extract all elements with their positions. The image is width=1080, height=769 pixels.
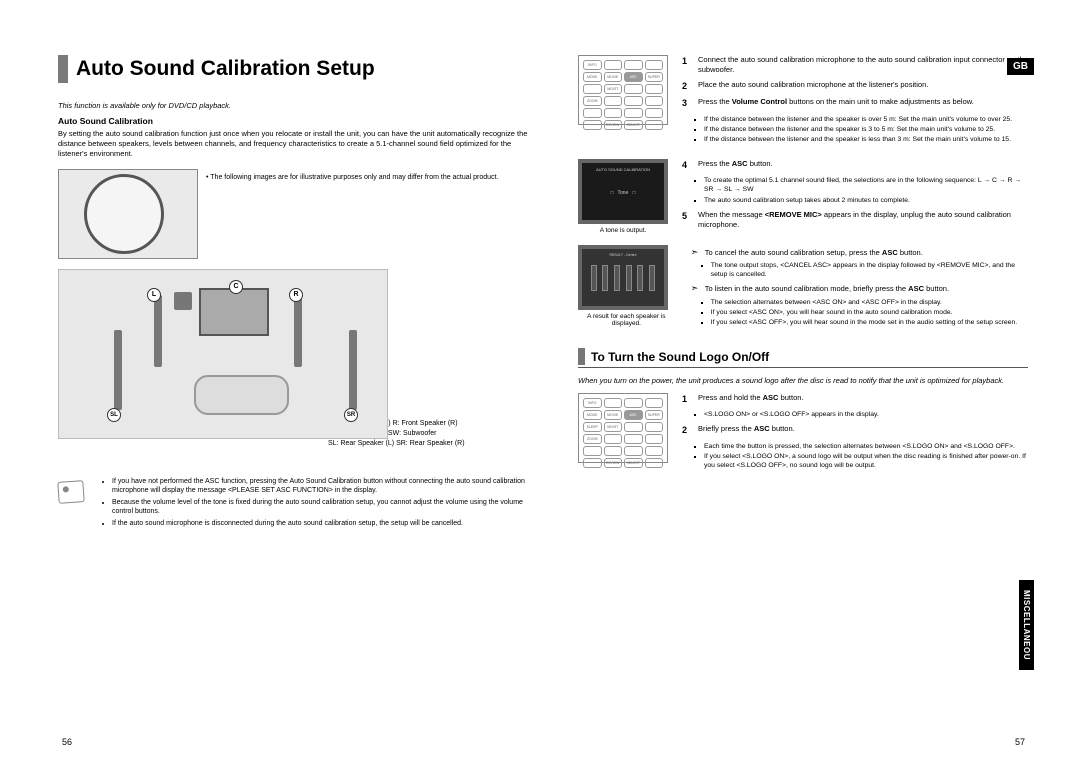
title-accent-bar (58, 55, 68, 83)
cancel-text: To cancel the auto sound calibration set… (705, 248, 923, 258)
page-number-right: 57 (1015, 737, 1025, 747)
steps-block-b: 4 Press the ASC button. To create the opt… (682, 159, 1028, 235)
intro-text: By setting the auto sound calibration fu… (58, 129, 538, 159)
sub-step-1-bullets: <S.LOGO ON> or <S.LOGO OFF> appears in t… (682, 410, 1028, 419)
step-3-bullets: If the distance between the listener and… (682, 115, 1028, 145)
badge-sr: SR (344, 408, 358, 422)
sub-step-2-num: 2 (682, 424, 692, 436)
subsection-steps: 1 Press and hold the ASC button. <S.LOGO … (682, 393, 1028, 475)
step-3-text: Press the Volume Control buttons on the … (698, 97, 974, 109)
note-icon (57, 480, 84, 504)
availability-note: This function is available only for DVD/… (58, 101, 538, 110)
diagram-caption: • The following images are for illustrat… (206, 173, 498, 182)
step-5-num: 5 (682, 210, 692, 230)
section-label: Auto Sound Calibration (58, 116, 538, 126)
page-title-block: Auto Sound Calibration Setup (58, 55, 538, 83)
tone-caption: A tone is output. (578, 227, 668, 234)
result-caption: A result for each speaker is displayed. (578, 313, 675, 327)
footnotes: If you have not performed the ASC functi… (58, 477, 538, 530)
step-4-bullets: To create the optimal 5.1 channel sound … (682, 176, 1028, 205)
remote-figure: INFO MODEMOVIEASCSUPER MO/ST ZOOM EZVIEW… (578, 55, 668, 149)
step-1-num: 1 (682, 55, 692, 75)
step-5-text: When the message <REMOVE MIC> appears in… (698, 210, 1028, 230)
step-2-text: Place the auto sound calibration microph… (698, 80, 928, 92)
step-4-text: Press the ASC button. (698, 159, 773, 171)
arrow-icon: ➣ (691, 284, 701, 294)
side-tab: MISCELLANEOU (1019, 580, 1034, 670)
step-3-num: 3 (682, 97, 692, 109)
subsection-title: To Turn the Sound Logo On/Off (591, 350, 769, 364)
sub-step-1-num: 1 (682, 393, 692, 405)
right-page: INFO MODEMOVIEASCSUPER MO/ST ZOOM EZVIEW… (578, 55, 1028, 530)
arrow-icon: ➣ (691, 248, 701, 258)
tone-screen: AUTO SOUND CALIBRATION □ Tone □ (578, 159, 668, 224)
result-figure: RESULT - Centre A result for each speake… (578, 245, 675, 332)
page-title: Auto Sound Calibration Setup (76, 57, 375, 81)
tone-figure: AUTO SOUND CALIBRATION □ Tone □ A tone i… (578, 159, 668, 235)
subsection-intro: When you turn on the power, the unit pro… (578, 376, 1028, 385)
steps-block-c: ➣ To cancel the auto sound calibration se… (689, 245, 1028, 332)
subsection-title-block: To Turn the Sound Logo On/Off (578, 348, 1028, 368)
badge-sl: SL (107, 408, 121, 422)
cancel-bullets: The tone output stops, <CANCEL ASC> appe… (689, 261, 1028, 279)
sub-step-1-text: Press and hold the ASC button. (698, 393, 804, 405)
result-screen: RESULT - Centre (578, 245, 668, 310)
sub-step-2-bullets: Each time the button is pressed, the sel… (682, 442, 1028, 471)
subsection-accent-bar (578, 348, 585, 365)
page-number-left: 56 (62, 737, 72, 747)
listen-text: To listen in the auto sound calibration … (705, 284, 949, 294)
remote-illustration-2: INFO MODEMOVIEASCSUPER SLEEPMO/ST ZOOM E… (578, 393, 668, 463)
step-4-num: 4 (682, 159, 692, 171)
room-layout-diagram: L C R SL SR (58, 269, 388, 439)
manual-spread: Auto Sound Calibration Setup This functi… (0, 0, 1080, 550)
remote-figure-2: INFO MODEMOVIEASCSUPER SLEEPMO/ST ZOOM E… (578, 393, 668, 475)
remote-illustration: INFO MODEMOVIEASCSUPER MO/ST ZOOM EZVIEW… (578, 55, 668, 125)
listen-bullets: The selection alternates between <ASC ON… (689, 298, 1028, 328)
step-2-num: 2 (682, 80, 692, 92)
step-1-text: Connect the auto sound calibration micro… (698, 55, 1028, 75)
sub-step-2-text: Briefly press the ASC button. (698, 424, 795, 436)
closeup-diagram-row: • The following images are for illustrat… (58, 169, 538, 259)
closeup-diagram (58, 169, 198, 259)
steps-block-a: 1 Connect the auto sound calibration micr… (682, 55, 1028, 149)
note-list: If you have not performed the ASC functi… (98, 477, 538, 530)
left-page: Auto Sound Calibration Setup This functi… (58, 55, 538, 530)
